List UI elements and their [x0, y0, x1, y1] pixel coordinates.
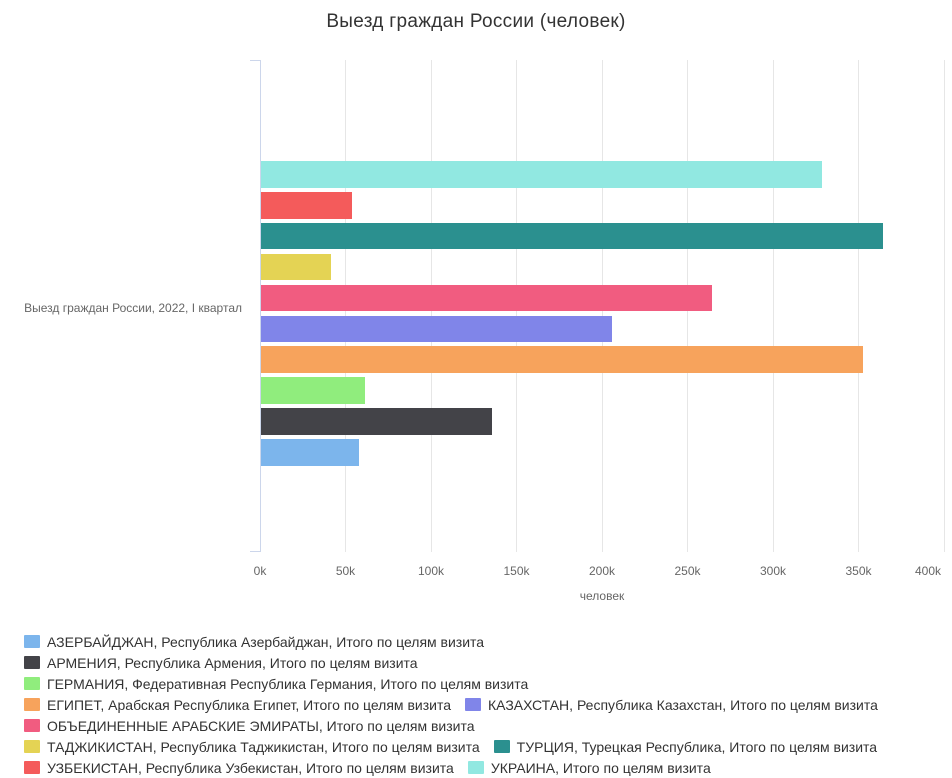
legend-item[interactable]: ТУРЦИЯ, Турецкая Республика, Итого по це…	[493, 738, 878, 755]
x-tick-label: 150k	[503, 564, 530, 578]
legend-item[interactable]: ОБЪЕДИНЕННЫЕ АРАБСКИЕ ЭМИРАТЫ, Итого по …	[24, 718, 475, 734]
x-tick-label: 250k	[674, 564, 701, 578]
bar[interactable]	[261, 408, 492, 435]
x-tick-label: 350k	[845, 564, 872, 578]
legend-item-label: ГЕРМАНИЯ, Федеративная Республика Герман…	[47, 675, 529, 692]
legend-item-label: ОБЪЕДИНЕННЫЕ АРАБСКИЕ ЭМИРАТЫ, Итого по …	[47, 717, 475, 734]
legend-swatch	[493, 740, 510, 753]
legend-swatch	[24, 698, 40, 711]
legend-item-label: КАЗАХСТАН, Республика Казахстан, Итого п…	[487, 696, 878, 713]
chart-title: Выезд граждан России (человек)	[326, 11, 626, 32]
legend-item[interactable]: УЗБЕКИСТАН, Республика Узбекистан, Итого…	[24, 760, 454, 776]
gridline	[772, 60, 774, 552]
gridline	[943, 60, 945, 552]
legend-item[interactable]: ТАДЖИКИСТАН, Республика Таджикистан, Ито…	[24, 739, 480, 755]
gridline	[858, 60, 859, 552]
bar[interactable]	[261, 253, 332, 281]
legend-item-label: ТАДЖИКИСТАН, Республика Таджикистан, Ито…	[47, 738, 480, 755]
legend-item-label: ЕГИПЕТ, Арабская Республика Египет, Итог…	[47, 696, 451, 713]
plot-area	[250, 60, 945, 552]
legend-row: ТАДЖИКИСТАН, Республика Таджикистан, Ито…	[24, 736, 944, 757]
legend-swatch	[467, 761, 484, 774]
legend-item[interactable]: УКРАИНА, Итого по целям визита	[467, 759, 711, 776]
legend-row: УЗБЕКИСТАН, Республика Узбекистан, Итого…	[24, 757, 944, 778]
legend-row: ЕГИПЕТ, Арабская Республика Египет, Итог…	[24, 694, 944, 715]
category-label: Выезд граждан России, 2022, I квартал	[24, 301, 242, 315]
legend-item[interactable]: АРМЕНИЯ, Республика Армения, Итого по це…	[24, 655, 418, 671]
category-axis-tick-bottom	[250, 551, 260, 552]
bar[interactable]	[261, 191, 353, 219]
legend: АЗЕРБАЙДЖАН, Республика Азербайджан, Ито…	[24, 631, 944, 778]
legend-row: ОБЪЕДИНЕННЫЕ АРАБСКИЕ ЭМИРАТЫ, Итого по …	[24, 715, 944, 736]
legend-row: АЗЕРБАЙДЖАН, Республика Азербайджан, Ито…	[24, 631, 944, 652]
legend-swatch	[464, 698, 481, 711]
legend-item-label: АЗЕРБАЙДЖАН, Республика Азербайджан, Ито…	[47, 633, 485, 650]
x-tick-label: 200k	[588, 564, 616, 578]
legend-swatch	[24, 635, 40, 648]
bar[interactable]	[261, 439, 360, 466]
legend-swatch	[24, 719, 40, 732]
legend-swatch	[24, 740, 40, 753]
category-axis-line	[260, 60, 261, 552]
legend-item[interactable]: ГЕРМАНИЯ, Федеративная Республика Герман…	[24, 676, 528, 692]
bar[interactable]	[261, 346, 863, 374]
bar[interactable]	[261, 284, 713, 312]
legend-swatch	[24, 656, 40, 669]
value-axis-tick-labels: 0k 50k 100k 150k 200k 250k 300k 350k 400k	[254, 564, 944, 580]
bar[interactable]	[261, 222, 883, 250]
legend-item[interactable]: КАЗАХСТАН, Республика Казахстан, Итого п…	[464, 696, 878, 713]
legend-row: АРМЕНИЯ, Республика Армения, Итого по це…	[24, 652, 944, 673]
legend-swatch	[24, 761, 40, 774]
legend-item-label: АРМЕНИЯ, Республика Армения, Итого по це…	[47, 654, 418, 671]
legend-item-label: УКРАИНА, Итого по целям визита	[490, 759, 711, 776]
x-tick-label: 300k	[759, 564, 787, 578]
legend-item-label: УЗБЕКИСТАН, Республика Узбекистан, Итого…	[47, 759, 454, 776]
legend-row: ГЕРМАНИЯ, Федеративная Республика Герман…	[24, 673, 944, 694]
x-tick-label: 50k	[335, 564, 356, 578]
bar[interactable]	[261, 377, 366, 404]
legend-swatch	[24, 677, 40, 690]
legend-item[interactable]: АЗЕРБАЙДЖАН, Республика Азербайджан, Ито…	[24, 634, 484, 650]
category-axis-tick-top	[250, 60, 260, 61]
value-axis-title: человек	[579, 589, 625, 603]
x-tick-label: 400k	[914, 564, 942, 578]
legend-item-label: ТУРЦИЯ, Турецкая Республика, Итого по це…	[516, 738, 878, 755]
bar[interactable]	[261, 315, 612, 343]
x-tick-label: 100k	[417, 564, 445, 578]
bar[interactable]	[261, 161, 822, 188]
legend-item[interactable]: ЕГИПЕТ, Арабская Республика Египет, Итог…	[24, 697, 451, 713]
x-tick-label: 0k	[253, 564, 267, 578]
